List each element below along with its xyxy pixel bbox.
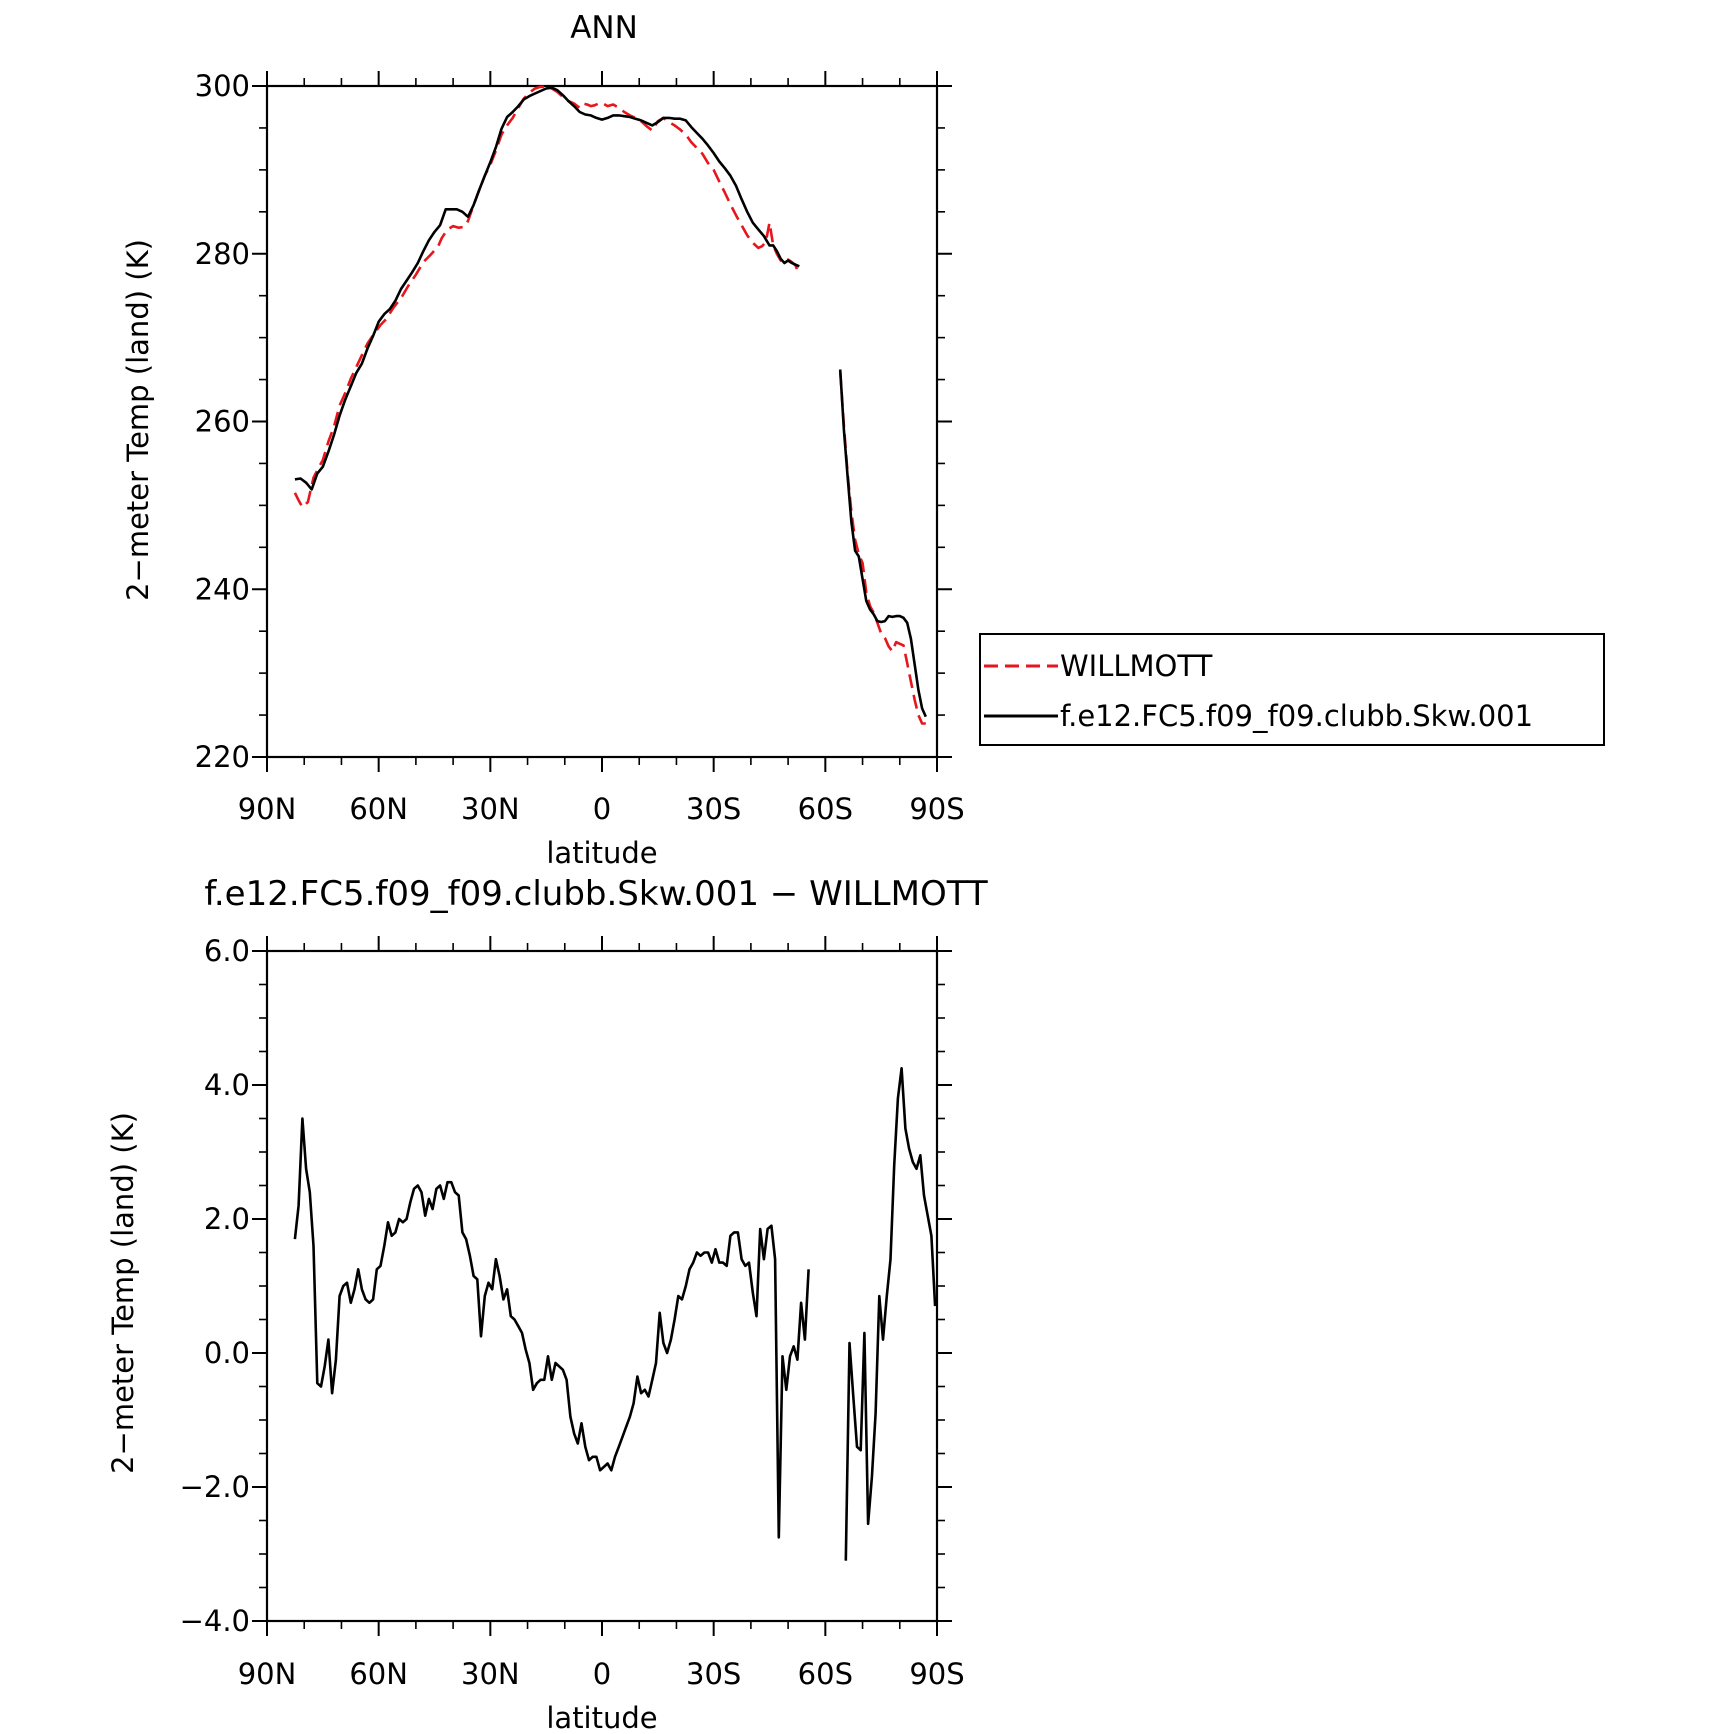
y-tick-label: −2.0: [180, 1470, 250, 1504]
x-tick-label: 30N: [461, 1657, 520, 1691]
x-tick-label: 30S: [686, 792, 741, 826]
y-tick-label: 2.0: [204, 1202, 250, 1236]
legend-box: [979, 633, 1605, 746]
top-plot-lines: [293, 85, 927, 725]
y-tick-label: 240: [195, 572, 250, 606]
x-tick-label: 60S: [798, 792, 853, 826]
bottom-x-axis-label: latitude: [546, 1701, 657, 1734]
legend-label-model: f.e12.FC5.f09_f09.clubb.Skw.001: [1060, 699, 1533, 733]
series-0-line-segment-0: [293, 1117, 810, 1539]
plot-frame: [265, 949, 939, 1623]
series-1-line-segment-1: [838, 369, 927, 718]
x-tick-label: 90N: [238, 792, 297, 826]
legend: WILLMOTT f.e12.FC5.f09_f09.clubb.Skw.001: [979, 633, 1605, 746]
top-chart-title: ANN: [570, 10, 638, 46]
top-x-axis-label: latitude: [546, 836, 657, 870]
x-tick-label: 90S: [909, 1657, 964, 1691]
bottom-axes: 90N 60N 30N 0 30S 60S 90S 6.0 4.0 2.0 0.0 −2.0 −4.0: [180, 934, 965, 1691]
x-tick-label: 30S: [686, 1657, 741, 1691]
plot-frame: [265, 84, 939, 759]
x-tick-label: 90S: [909, 792, 964, 826]
y-tick-label: 220: [195, 740, 250, 774]
top-y-axis-label: 2−meter Temp (land) (K): [121, 239, 155, 601]
y-tick-label: 6.0: [204, 934, 250, 968]
bottom-plot-lines: [293, 1067, 937, 1561]
bottom-y-axis-label: 2−meter Temp (land) (K): [106, 1112, 140, 1474]
x-tick-label: 60N: [349, 792, 408, 826]
series-0-line-segment-1: [838, 371, 926, 725]
y-tick-label: 0.0: [204, 1336, 250, 1370]
y-tick-label: 280: [195, 237, 250, 271]
series-0-line-segment-0: [293, 85, 801, 509]
x-tick-label: 60S: [798, 1657, 853, 1691]
x-tick-label: 60N: [349, 1657, 408, 1691]
y-tick-label: −4.0: [180, 1604, 250, 1638]
x-tick-label: 0: [593, 792, 611, 826]
top-axes: 90N 60N 30N 0 30S 60S 90S 300 280 260 240 220: [195, 69, 965, 826]
y-tick-label: 4.0: [204, 1068, 250, 1102]
x-tick-label: 30N: [461, 792, 520, 826]
series-0-line-segment-1: [844, 1067, 937, 1561]
x-tick-label: 0: [593, 1657, 611, 1691]
bottom-chart-title: f.e12.FC5.f09_f09.clubb.Skw.001 − WILLMO…: [204, 874, 988, 914]
y-tick-label: 260: [195, 405, 250, 439]
legend-label-willmott: WILLMOTT: [1060, 649, 1213, 683]
top-panel: ANN 90N 60N 30N 0 30S 60S 90S 300 280 260 240 220 l…: [121, 10, 1605, 870]
bottom-panel: f.e12.FC5.f09_f09.clubb.Skw.001 − WILLMO…: [106, 874, 988, 1734]
series-1-line-segment-0: [294, 86, 800, 491]
y-tick-label: 300: [195, 69, 250, 103]
x-tick-label: 90N: [238, 1657, 297, 1691]
